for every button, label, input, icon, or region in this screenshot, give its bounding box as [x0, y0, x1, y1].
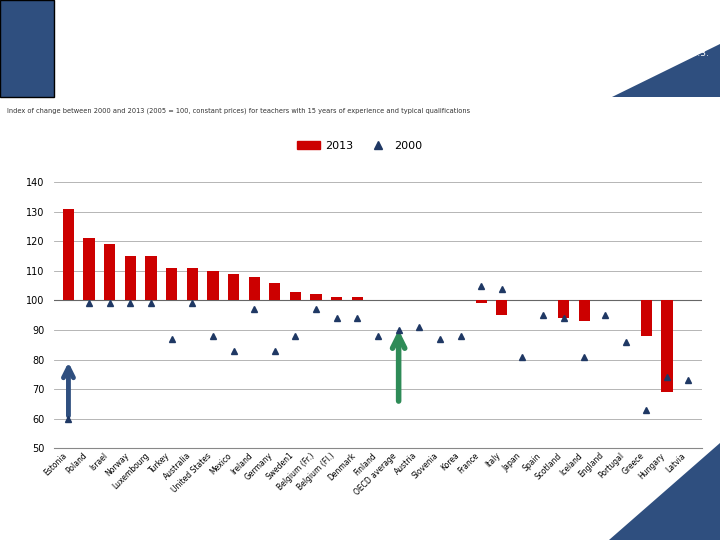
Bar [310, 294, 322, 300]
Text: Chart D3.3.: Chart D3.3. [657, 49, 709, 58]
Bar [661, 300, 672, 392]
Text: Between 2000 and 2013, Estonia experienced the highest: Between 2000 and 2013, Estonia experienc… [61, 24, 541, 39]
Polygon shape [609, 443, 720, 540]
FancyBboxPatch shape [0, 0, 54, 97]
Bar [351, 298, 363, 300]
Bar [228, 274, 239, 300]
Text: increase in teachers' salaries in real terms: increase in teachers' salaries in real t… [61, 56, 415, 71]
Bar [641, 300, 652, 336]
Bar [248, 277, 260, 300]
Bar [104, 244, 115, 300]
Bar [558, 300, 570, 318]
Bar [186, 268, 198, 300]
Bar [84, 238, 95, 300]
Bar [289, 292, 301, 300]
Bar [496, 300, 508, 315]
Text: Index of change between 2000 and 2013 (2005 = 100, constant prices) for teachers: Index of change between 2000 and 2013 (2… [7, 107, 470, 114]
Bar [475, 300, 487, 303]
Bar [145, 256, 157, 300]
Bar [579, 300, 590, 321]
Bar [269, 282, 281, 300]
Bar [166, 268, 177, 300]
Bar [207, 271, 219, 300]
Legend: 2013, 2000: 2013, 2000 [293, 137, 427, 155]
Bar [331, 298, 343, 300]
Polygon shape [612, 44, 720, 97]
Bar [63, 209, 74, 300]
Bar [125, 256, 136, 300]
